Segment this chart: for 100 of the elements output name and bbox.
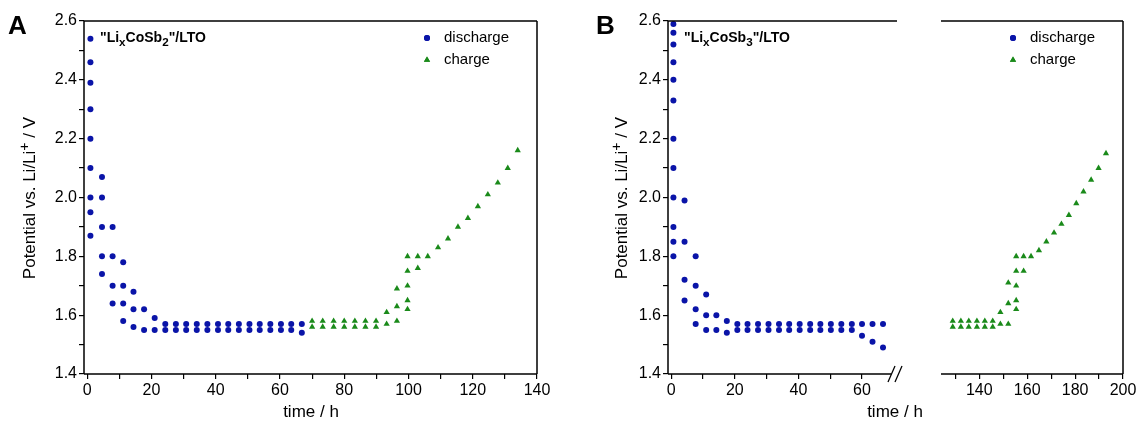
point <box>965 317 972 323</box>
x-tick-label: 60 <box>853 381 872 399</box>
point <box>848 320 855 327</box>
point <box>796 320 803 327</box>
x-tick-label: 0 <box>666 381 676 399</box>
x-tick-label: 80 <box>335 381 354 399</box>
point <box>981 323 988 329</box>
x-tick-label: 40 <box>789 381 808 399</box>
point <box>734 326 741 333</box>
point <box>670 76 677 83</box>
point <box>1013 267 1020 273</box>
point <box>151 326 158 333</box>
point <box>692 282 699 289</box>
x-tick-label: 180 <box>1061 381 1089 399</box>
point <box>670 59 677 66</box>
point <box>225 326 232 333</box>
point <box>204 320 211 327</box>
point <box>1020 267 1027 273</box>
point <box>723 318 730 325</box>
x-tick-label: 140 <box>965 381 993 399</box>
point <box>692 320 699 327</box>
point <box>880 320 887 327</box>
point <box>670 97 677 104</box>
point <box>120 300 127 307</box>
point <box>670 223 677 230</box>
point <box>120 318 127 325</box>
point <box>692 306 699 313</box>
point <box>214 326 221 333</box>
point <box>172 320 179 327</box>
y-tick-label: 2.0 <box>54 187 78 205</box>
point <box>776 320 782 327</box>
point <box>393 302 401 309</box>
point <box>404 267 411 273</box>
point <box>162 320 169 327</box>
point <box>692 253 699 260</box>
point <box>1095 164 1102 170</box>
point <box>288 326 295 333</box>
point <box>734 320 741 327</box>
point <box>183 320 190 327</box>
chart-title: A <box>8 10 27 41</box>
annotation: "Li$_{x}$CoSb$_{3}$"/LTO <box>684 29 790 48</box>
x-tick-label: 140 <box>523 381 551 399</box>
point <box>235 326 242 333</box>
point <box>1013 252 1020 259</box>
point <box>670 238 677 245</box>
point <box>130 323 137 330</box>
chart-title: B <box>596 10 615 41</box>
y-tick-label: 1.6 <box>638 305 662 323</box>
x-tick-label: 20 <box>142 381 161 399</box>
point <box>817 320 824 327</box>
point <box>1050 229 1058 235</box>
point <box>130 288 137 295</box>
point <box>383 320 390 326</box>
point <box>880 344 887 351</box>
y-tick-label: 2.6 <box>638 11 662 29</box>
point <box>424 252 431 259</box>
point <box>744 320 751 327</box>
point <box>755 326 762 333</box>
point <box>372 323 380 329</box>
point <box>744 326 751 333</box>
point <box>193 320 200 327</box>
y-tick-label: 2.2 <box>54 129 78 147</box>
point <box>87 232 94 239</box>
point <box>109 223 116 230</box>
point <box>246 320 253 327</box>
point <box>362 323 369 329</box>
point <box>120 259 127 266</box>
point <box>1013 296 1020 303</box>
point <box>383 308 390 315</box>
point <box>372 317 380 323</box>
point <box>288 320 295 327</box>
point <box>464 214 472 220</box>
point <box>827 320 834 327</box>
point <box>989 317 996 323</box>
point <box>703 312 710 319</box>
point <box>256 326 263 333</box>
y-tick-label: 1.8 <box>54 246 78 264</box>
point <box>256 320 263 327</box>
point <box>859 332 866 339</box>
point <box>817 326 824 333</box>
point <box>957 323 964 329</box>
point <box>319 317 326 323</box>
point <box>109 300 116 307</box>
point <box>341 323 348 329</box>
point <box>989 323 996 329</box>
point <box>965 323 972 329</box>
point <box>681 276 688 283</box>
point <box>404 282 411 288</box>
point <box>997 320 1004 326</box>
point <box>87 79 94 86</box>
point <box>957 317 964 323</box>
legend-label: charge <box>1030 50 1076 68</box>
point <box>87 209 94 216</box>
point <box>267 320 274 327</box>
point <box>504 164 511 170</box>
point <box>670 41 677 48</box>
x-tick-label: 100 <box>395 381 422 399</box>
x-tick-label: 40 <box>206 381 225 399</box>
point <box>703 291 710 298</box>
point <box>298 329 305 336</box>
